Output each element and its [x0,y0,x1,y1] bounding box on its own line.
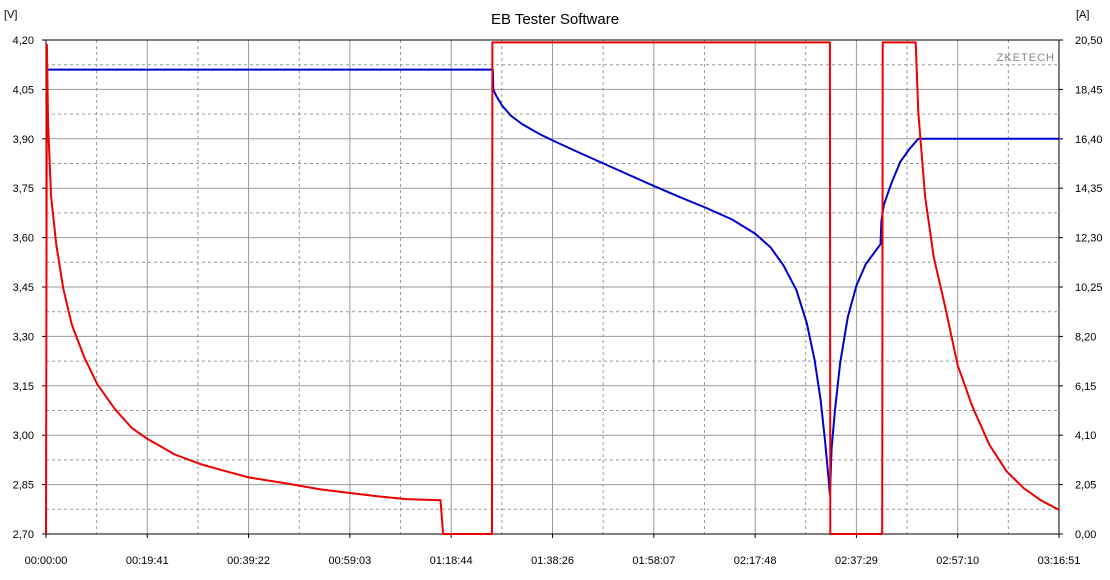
x-axis-tick-label: 01:18:44 [430,555,473,567]
left-axis-tick-label: 3,45 [13,282,34,294]
right-axis-tick-label: 4,10 [1075,430,1096,442]
left-axis-tick-label: 3,30 [13,331,34,343]
right-axis-tick-label: 2,05 [1075,480,1096,492]
left-axis-tick-label: 3,90 [13,134,34,146]
right-axis-tick-label: 16,40 [1075,134,1103,146]
right-axis-unit-label: [A] [1076,9,1090,21]
current-series-line [45,41,1060,535]
x-axis-tick-label: 00:39:22 [227,555,270,567]
left-axis-tick-label: 3,60 [13,233,34,245]
x-axis-tick-label: 00:00:00 [25,555,68,567]
right-axis-tick-label: 20,50 [1075,35,1103,47]
x-axis-tick-label: 02:57:10 [936,555,979,567]
left-axis-tick-label: 4,20 [13,35,34,47]
left-axis-tick-label: 2,85 [13,480,34,492]
x-axis-tick-label: 01:58:07 [632,555,675,567]
left-axis-unit-label: [V] [4,9,18,21]
right-axis-tick-label: 6,15 [1075,381,1096,393]
left-axis-tick-label: 4,05 [13,84,34,96]
left-axis-tick-label: 3,15 [13,381,34,393]
x-axis-tick-label: 00:19:41 [126,555,169,567]
chart-title: EB Tester Software [490,11,620,28]
right-axis-tick-label: 8,20 [1075,331,1096,343]
right-axis-tick-label: 0,00 [1075,529,1096,541]
x-axis-tick-label: 02:17:48 [734,555,777,567]
right-axis-tick-label: 12,30 [1075,233,1103,245]
voltage-series-line [46,68,1059,496]
x-axis-tick-label: 00:59:03 [328,555,371,567]
right-axis-tick-label: 14,35 [1075,183,1103,195]
left-axis-tick-label: 3,75 [13,183,34,195]
left-axis-tick-label: 3,00 [13,430,34,442]
x-axis-tick-label: 01:38:26 [531,555,574,567]
right-axis-tick-label: 18,45 [1075,84,1103,96]
right-axis-tick-label: 10,25 [1075,282,1103,294]
x-axis-tick-label: 02:37:29 [835,555,878,567]
left-axis-tick-label: 2,70 [13,529,34,541]
x-axis-tick-label: 03:16:51 [1038,555,1081,567]
watermark: ZKETECH [997,52,1055,64]
